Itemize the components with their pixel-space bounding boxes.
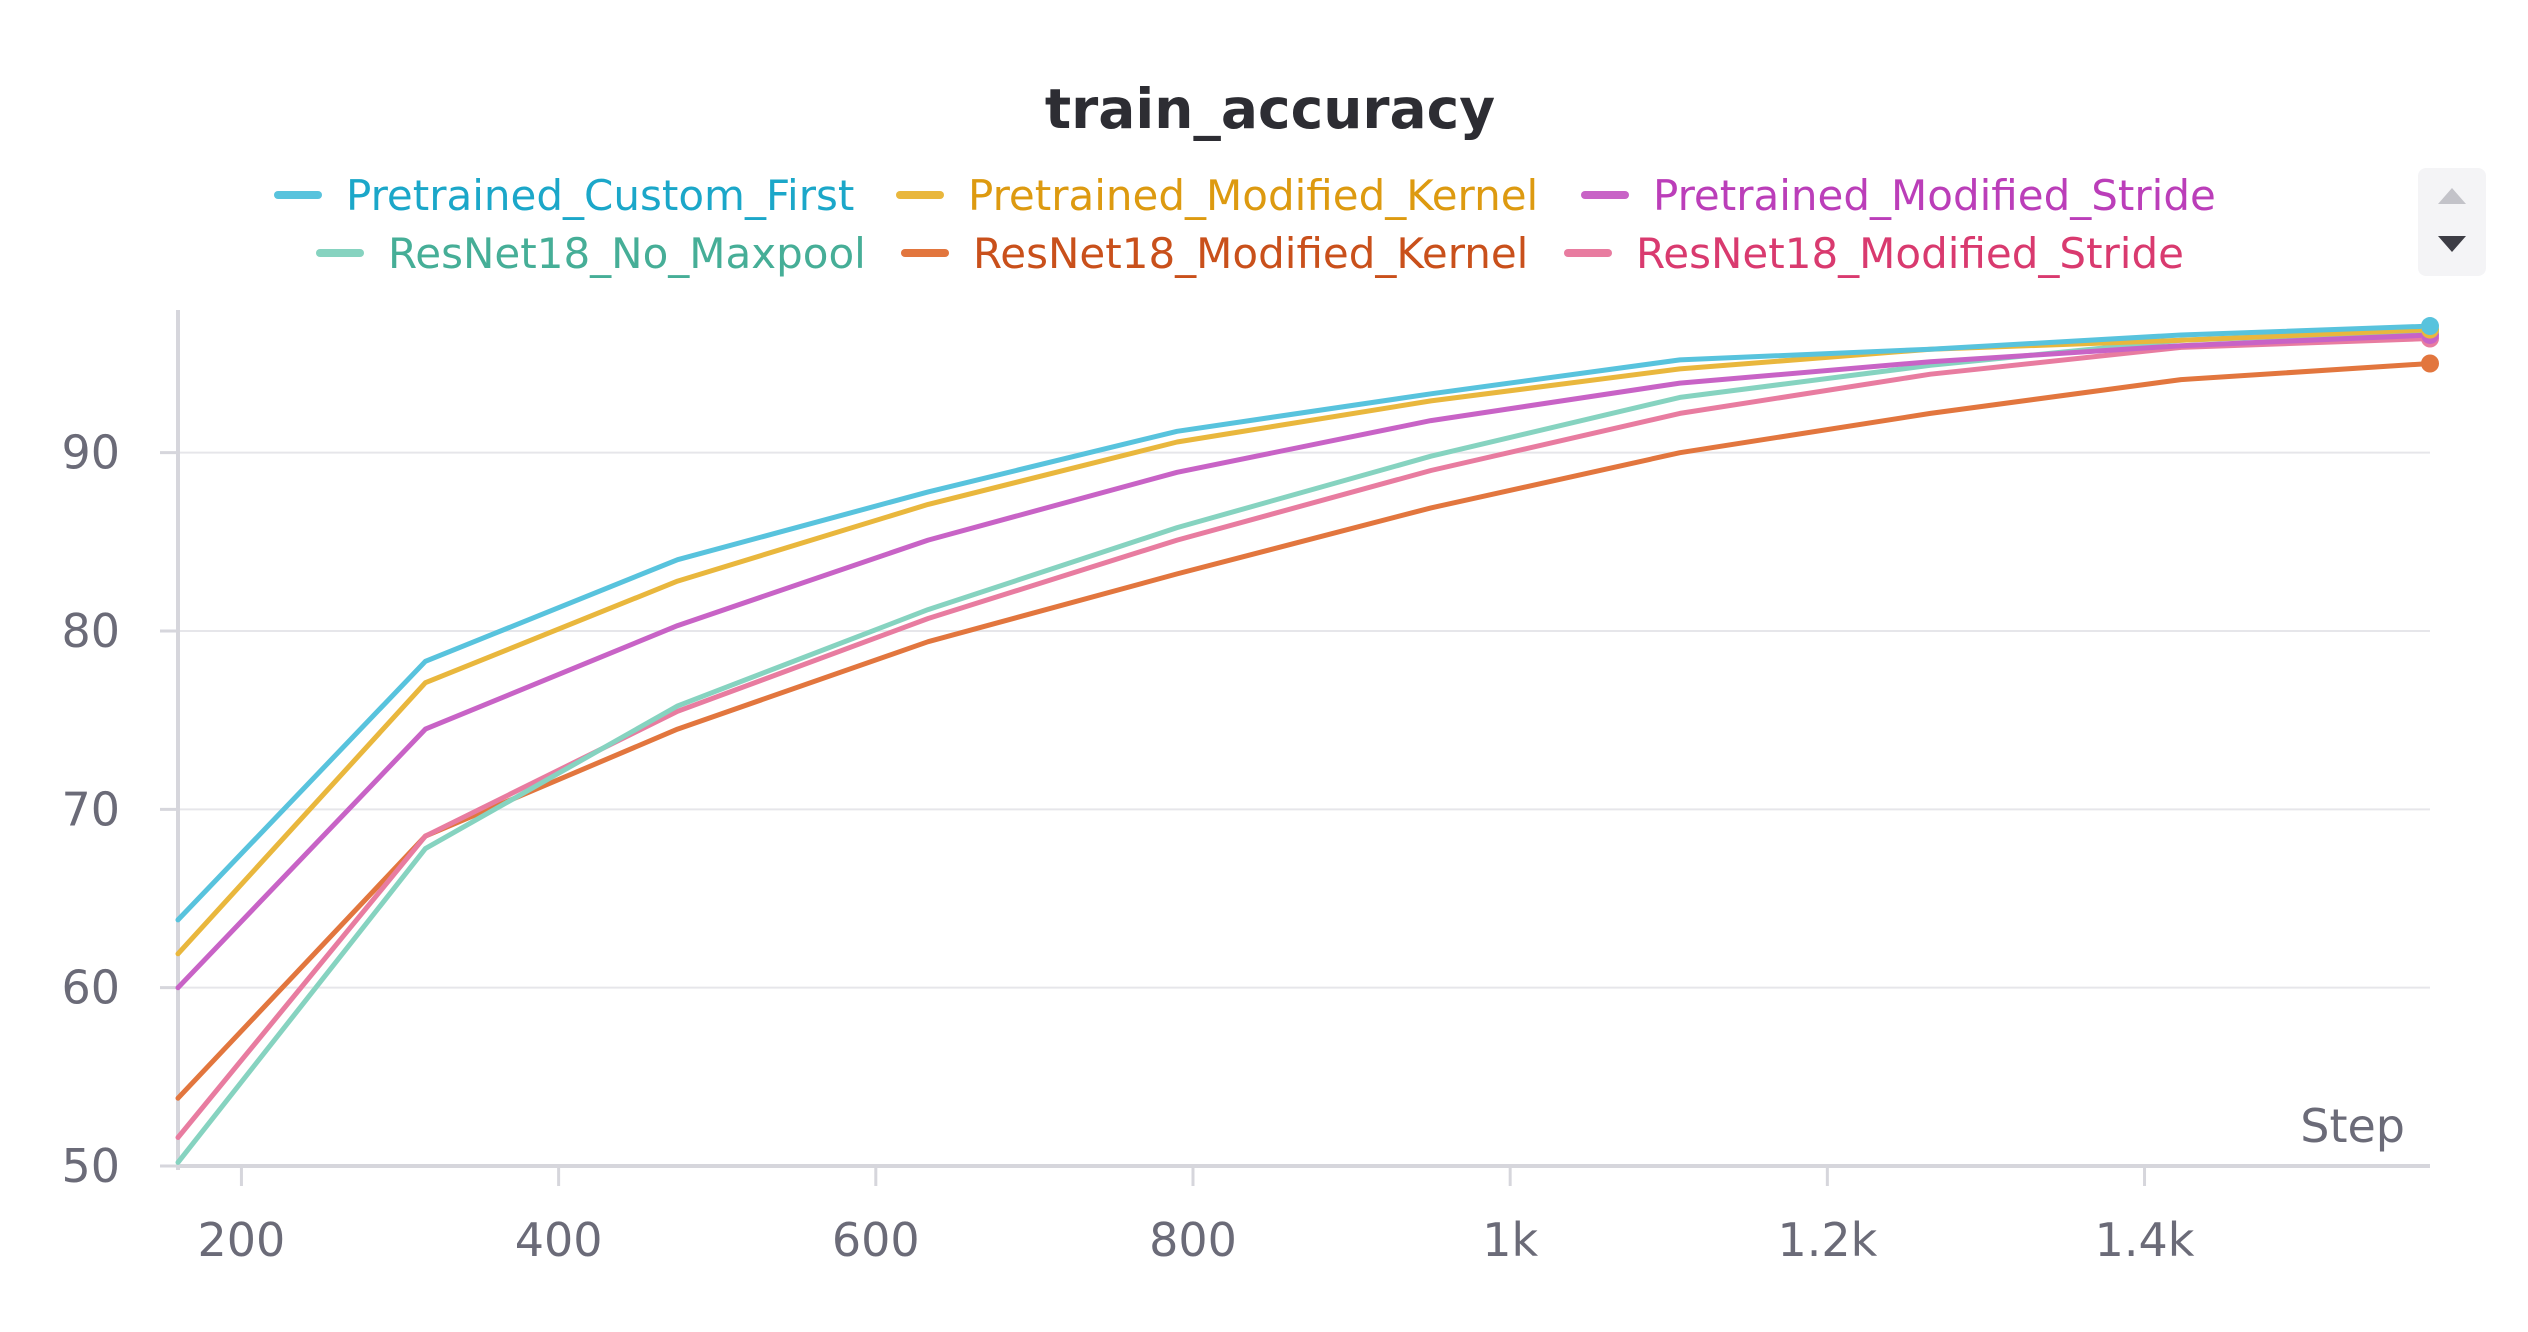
series-line-Pretrained_Custom_First [175,323,2433,923]
series-end-markers [2421,317,2439,373]
axes [176,310,2430,1170]
series-lines [175,323,2433,1165]
series-line-ResNet18_No_Maxpool [175,328,2433,1165]
y-tick-label: 90 [61,426,120,480]
legend-scroll-control[interactable] [2418,168,2486,276]
grid-lines [178,451,2430,989]
series-end-dot-ResNet18_Modified_Kernel [2421,354,2439,373]
scroll-down-icon[interactable] [2438,236,2466,252]
legend: Pretrained_Custom_First Pretrained_Modifi… [274,171,2216,278]
y-tick-label: 50 [61,1139,120,1193]
series-line-ResNet18_Modified_Stride [175,336,2433,1140]
chart-title: train_accuracy [1045,77,1495,141]
legend-label: ResNet18_Modified_Kernel [973,229,1528,278]
series-end-dot-Pretrained_Custom_First [2421,317,2439,336]
x-axis-label: Step [2300,1099,2405,1153]
scroll-up-icon[interactable] [2438,188,2466,204]
y-tick-label: 70 [61,782,120,836]
series-line-ResNet18_Modified_Kernel [175,361,2433,1101]
legend-scroll-background [2418,168,2486,276]
y-axis-ticks: 50 60 70 80 90 [61,426,178,1193]
series-line-Pretrained_Modified_Stride [175,332,2433,991]
x-tick-label: 1k [1482,1213,1538,1267]
x-tick-label: 1.2k [1777,1213,1877,1267]
x-tick-label: 1.4k [2095,1213,2195,1267]
legend-label: Pretrained_Modified_Kernel [968,171,1538,220]
x-tick-label: 200 [198,1213,286,1267]
legend-label: ResNet18_Modified_Stride [1636,229,2184,278]
x-tick-label: 800 [1149,1213,1237,1267]
y-tick-label: 80 [61,604,120,658]
x-axis-ticks: 200 400 600 800 1k 1.2k 1.4k [198,1166,2195,1267]
y-tick-label: 60 [61,961,120,1015]
legend-label: Pretrained_Modified_Stride [1653,171,2216,220]
legend-label: ResNet18_No_Maxpool [388,229,866,278]
x-tick-label: 400 [515,1213,603,1267]
series-line-Pretrained_Modified_Kernel [175,327,2433,957]
x-tick-label: 600 [832,1213,920,1267]
legend-label: Pretrained_Custom_First [346,171,854,220]
